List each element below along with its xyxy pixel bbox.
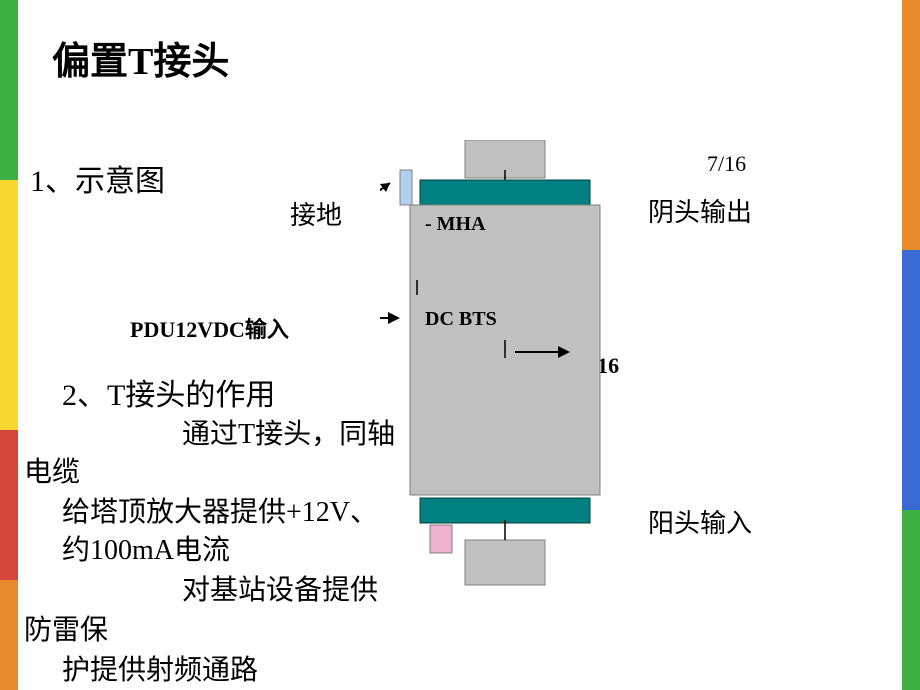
bias-t-diagram: - MHA DC BTS [380,140,610,620]
dc-bts-text: DC BTS [425,308,497,330]
left-border-decoration [0,0,18,690]
female-out-label: 阴头输出 [648,192,752,229]
section2-label: 2、T接头的作用 [62,370,275,414]
body-line3: 给塔顶放大器提供+12V、 [62,490,378,530]
body-line6: 防雷保 [24,608,108,648]
right-border-decoration [902,0,920,690]
page-title: 偏置T接头 [52,30,229,85]
pdu-input-label: PDU12VDC输入 [130,312,289,344]
ground-label: 接地 [290,195,342,232]
body-line5: 对基站设备提供 [182,568,378,608]
top-ratio-label: 7/16 [707,151,746,177]
body-line1: 通过T接头，同轴 [182,412,395,452]
section1-label: 1、示意图 [30,156,165,200]
body-line2: 电缆 [24,450,80,490]
body-line7: 护提供射频通路 [62,648,258,688]
body-line4: 约100mA电流 [62,528,230,568]
mha-text: - MHA [425,213,486,235]
male-in-label: 阳头输入 [648,503,752,540]
